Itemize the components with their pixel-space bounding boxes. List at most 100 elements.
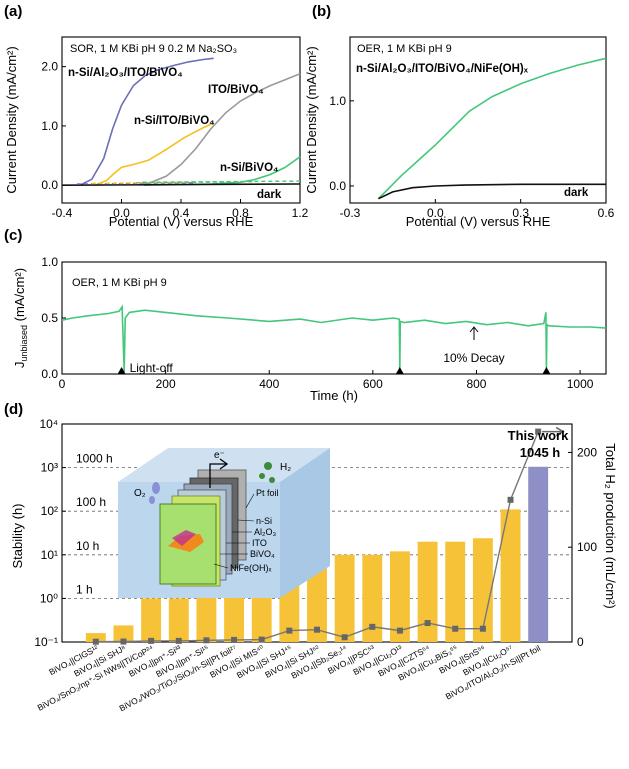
spectrum-icon bbox=[172, 530, 196, 546]
stability-bar bbox=[196, 590, 217, 642]
panel-a-xlabel: Potential (V) versus RHE bbox=[109, 214, 254, 229]
h2-production-point bbox=[286, 627, 293, 634]
panel-a-ylabel: Current Density (mA/cm²) bbox=[4, 46, 19, 193]
label-dark-a: dark bbox=[257, 189, 282, 201]
inset-electron-label: e⁻ bbox=[214, 450, 225, 461]
y2-tick-label: 200 bbox=[577, 445, 597, 459]
x-tick-label: 0.8 bbox=[232, 206, 249, 220]
series-line-4 bbox=[61, 183, 301, 186]
stability-bar bbox=[528, 466, 549, 642]
stability-bar bbox=[362, 554, 383, 642]
x-tick-label: 0.3 bbox=[512, 206, 529, 220]
inset-ito-label: ITO bbox=[252, 538, 267, 548]
h2-production-point bbox=[314, 626, 320, 633]
stability-bar bbox=[445, 541, 466, 642]
inset-bivo4-label: BiVO₄ bbox=[250, 549, 275, 559]
panel-d: (d) Stability (h) Total H₂ production (m… bbox=[4, 401, 618, 713]
x-tick-label: 0.6 bbox=[598, 206, 615, 220]
h2-production-point bbox=[258, 636, 265, 643]
panel-d-y2label: Total H₂ production (mL/cm²) bbox=[603, 443, 618, 608]
x-tick-label: -0.4 bbox=[52, 206, 73, 220]
y-tick-label: 10⁴ bbox=[39, 417, 58, 431]
electron-arrow-icon bbox=[209, 458, 229, 488]
h2-production-point bbox=[203, 637, 210, 644]
inset-h2-label: H₂ bbox=[280, 462, 291, 473]
panel-c: (c) OER, 1 M KBi pH 9 Time (h) Junbiased… bbox=[4, 227, 607, 403]
y2-tick-label: 100 bbox=[577, 540, 597, 554]
light-off-marker-icon bbox=[117, 367, 126, 374]
panel-c-annotation: OER, 1 M KBi pH 9 bbox=[72, 277, 167, 289]
panel-d-ylabel: Stability (h) bbox=[10, 503, 25, 568]
inset-o2-label: O₂ bbox=[134, 488, 146, 499]
this-work-value: 1045 h bbox=[520, 445, 561, 460]
label-ito-bivo4: ITO/BiVO₄ bbox=[208, 84, 264, 96]
stability-bar bbox=[113, 625, 134, 642]
panel-a-label: (a) bbox=[4, 3, 22, 20]
panel-c-label: (c) bbox=[4, 227, 22, 244]
y-tick-label: 10³ bbox=[41, 461, 58, 475]
panel-b-ylabel: Current Density (mA/cm²) bbox=[304, 46, 319, 193]
gridline-label: 1 h bbox=[76, 582, 93, 596]
stability-bar bbox=[472, 538, 493, 642]
stability-bar bbox=[168, 598, 189, 642]
series-line-1 bbox=[94, 122, 215, 186]
label-n-si-ito-bivo4: n-Si/ITO/BiVO₄ bbox=[134, 115, 215, 127]
stability-bar bbox=[417, 541, 438, 642]
series-line-0 bbox=[79, 57, 214, 186]
light-off-marker-icon bbox=[395, 367, 404, 374]
dark-dashed-line bbox=[142, 180, 301, 183]
h2-production-point bbox=[424, 620, 431, 627]
gridline-label: 1000 h bbox=[76, 452, 113, 466]
x-tick-label: 200 bbox=[156, 377, 176, 391]
h2-production-point bbox=[507, 496, 514, 503]
panel-b-frame bbox=[349, 36, 607, 204]
y-tick-label: 0.0 bbox=[41, 178, 58, 192]
gridline-label: 100 h bbox=[76, 495, 106, 509]
y-tick-label: 10² bbox=[41, 504, 58, 518]
y2-tick-label: 0 bbox=[577, 635, 584, 649]
x-tick-label: 400 bbox=[259, 377, 279, 391]
y-tick-label: 10¹ bbox=[41, 548, 58, 562]
stability-bar bbox=[334, 554, 355, 642]
series-line-0 bbox=[377, 57, 607, 200]
inset-box-side bbox=[280, 448, 330, 598]
h2-production-point bbox=[175, 637, 182, 644]
series-line-1 bbox=[378, 183, 606, 200]
x-tick-label: 800 bbox=[466, 377, 486, 391]
inset-pt-label: Pt foil bbox=[256, 488, 279, 498]
decay-arrow-icon bbox=[469, 326, 479, 340]
stability-bar bbox=[224, 585, 245, 642]
panel-d-label: (d) bbox=[4, 401, 23, 418]
label-n-si-bivo4: n-Si/BiVO₄ bbox=[220, 162, 279, 174]
y-tick-label: 10⁰ bbox=[40, 591, 58, 605]
device-inset: e⁻ H₂ O₂ Pt foil n-Si Al₂O₃ ITO BiVO₄ Ni… bbox=[118, 448, 330, 598]
y-tick-label: 1.0 bbox=[329, 94, 346, 108]
inset-leader-lines bbox=[213, 493, 255, 569]
o2-bubble-icon bbox=[152, 482, 160, 494]
h2-bubble-icon bbox=[264, 462, 272, 470]
gridline-label: 10 h bbox=[76, 539, 99, 553]
series-line-2 bbox=[139, 73, 301, 186]
h2-production-point bbox=[120, 638, 127, 645]
stability-bar bbox=[251, 585, 272, 642]
panel-a: (a) SOR, 1 M KBi pH 9 0.2 M Na₂SO₃ Poten… bbox=[4, 3, 309, 229]
h2-production-point bbox=[231, 636, 238, 643]
x-tick-label: 0.0 bbox=[113, 206, 130, 220]
panel-b-label: (b) bbox=[312, 3, 331, 20]
panel-b-annotation: OER, 1 M KBi pH 9 bbox=[357, 43, 452, 55]
label-al2o3-ito-bivo4: n-Si/Al₂O₃/ITO/BiVO₄ bbox=[68, 67, 183, 79]
h2-production-point bbox=[92, 638, 99, 645]
stability-bar bbox=[500, 509, 521, 642]
x-tick-label: 1000 bbox=[567, 377, 594, 391]
inset-nifeoh-label: NiFe(OH)ₓ bbox=[230, 563, 271, 573]
stability-bar bbox=[85, 633, 106, 642]
inset-al2o3-label: Al₂O₃ bbox=[254, 527, 276, 537]
stability-bar bbox=[141, 598, 162, 642]
x-tick-label: 0 bbox=[59, 377, 66, 391]
h2-production-point bbox=[535, 428, 542, 435]
this-work-title: This work bbox=[508, 428, 569, 443]
inset-nsi-label: n-Si bbox=[256, 516, 272, 526]
h2-production-point bbox=[369, 623, 376, 630]
h2-production-point bbox=[341, 634, 348, 641]
